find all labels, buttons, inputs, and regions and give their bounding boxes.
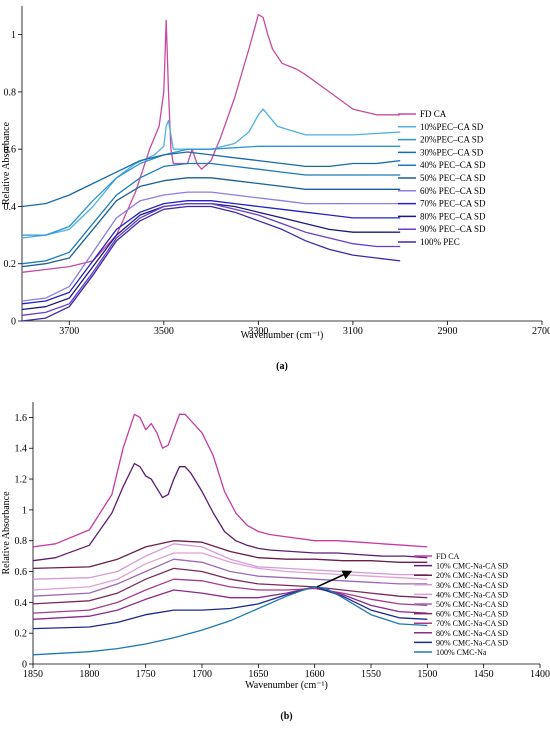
chart-panel-b: 1850 1800 1750 1700 1650 1600 1550 1500 1450 1400… <box>1 402 550 722</box>
series-line <box>32 586 428 620</box>
series-line <box>32 586 428 630</box>
y-tick-label: 0.2 <box>15 629 28 640</box>
legend-entry: 50% CMC-Na-CA SD <box>436 600 508 609</box>
legend-entry: 20% CMC-Na-CA SD <box>436 571 508 580</box>
x-axis-label: Wavenumber (cm⁻¹) <box>245 680 328 691</box>
x-tick-label: 1450 <box>474 669 494 680</box>
chart-panel-a: 3700 3500 3300 3100 2900 2700 0 0.2 0.4 0.6 0.8 1 Wa… <box>1 6 550 372</box>
series-line <box>21 108 401 239</box>
legend-entry: FD CA <box>420 109 447 119</box>
x-tick-label: 1700 <box>192 669 212 680</box>
series-line <box>32 413 428 548</box>
legend-entry: 60% CMC-Na-CA SD <box>436 610 508 619</box>
x-tick-label: 3500 <box>154 326 174 337</box>
legend-entry: FD CA <box>436 552 460 561</box>
legend-entry: 30%PEC–CA SD <box>420 147 484 157</box>
y-axis-label: Relative Absorbance <box>1 121 12 205</box>
y-tick-label: 0.8 <box>15 536 28 547</box>
x-tick-label: 1600 <box>305 669 325 680</box>
y-tick-label: 1 <box>22 505 27 516</box>
y-tick-label: 1.4 <box>15 444 28 455</box>
legend-entry: 90% CMC-Na-CA SD <box>436 638 508 647</box>
legend-entry: 10% CMC-Na-CA SD <box>436 562 508 571</box>
series-line <box>21 191 401 302</box>
series-line <box>21 151 401 208</box>
legend-entry: 20%PEC–CA SD <box>420 135 484 145</box>
x-tick-label: 1800 <box>79 669 99 680</box>
panel-label: (a) <box>276 361 288 372</box>
y-tick-label: 1.6 <box>15 413 28 424</box>
y-tick-label: 0.6 <box>15 567 28 578</box>
x-tick-label: 1750 <box>136 669 156 680</box>
series-line <box>21 13 401 273</box>
y-tick-label: 0.2 <box>4 259 17 270</box>
legend-entry: 40% CMC-Na-CA SD <box>436 590 508 599</box>
x-tick-label: 3100 <box>343 326 363 337</box>
series-line <box>32 462 428 562</box>
series-line <box>32 543 428 580</box>
y-tick-label: 1.2 <box>15 475 28 486</box>
x-tick-label: 3300 <box>248 326 268 337</box>
legend-entry: 30% CMC-Na-CA SD <box>436 581 508 590</box>
legend-entry: 80% CMC-Na-CA SD <box>436 629 508 638</box>
series-line <box>32 552 428 591</box>
x-tick-label: 1400 <box>530 669 550 680</box>
series-line <box>21 177 401 268</box>
series-line <box>32 578 428 614</box>
legend-entry: 90% PEC–CA SD <box>420 224 486 234</box>
y-tick-label: 1 <box>11 30 16 41</box>
series-line <box>21 200 401 305</box>
series-line <box>32 558 428 597</box>
annotation-arrow <box>316 570 353 588</box>
series-line <box>32 540 428 570</box>
panel-label: (b) <box>280 711 292 722</box>
x-tick-label: 1500 <box>417 669 437 680</box>
series-line <box>32 567 428 605</box>
legend-entry: 70% PEC–CA SD <box>420 199 486 209</box>
legend-entry: 40% PEC–CA SD <box>420 160 486 170</box>
x-tick-label: 3700 <box>59 326 79 337</box>
x-tick-label: 1850 <box>23 669 43 680</box>
y-tick-label: 0 <box>11 317 16 328</box>
legend-entry: 10%PEC–CA SD <box>420 122 484 132</box>
legend-entry: 100% CMC-Na <box>436 648 487 657</box>
x-tick-label: 1650 <box>248 669 268 680</box>
x-tick-label: 2700 <box>532 326 550 337</box>
x-tick-label: 2900 <box>437 326 457 337</box>
legend-entry: 80% PEC–CA SD <box>420 211 486 221</box>
y-tick-label: 0.8 <box>4 87 17 98</box>
x-tick-label: 1550 <box>361 669 381 680</box>
legend-entry: 60% PEC–CA SD <box>420 186 486 196</box>
y-axis-label: Relative Absorbance <box>1 491 12 575</box>
x-axis-label: Wavenumber (cm⁻¹) <box>241 330 324 341</box>
legend-entry: 70% CMC-Na-CA SD <box>436 619 508 628</box>
y-tick-label: 0.4 <box>15 598 28 609</box>
y-tick-label: 0.6 <box>4 145 17 156</box>
legend-entry: 100% PEC <box>420 237 460 247</box>
series-line <box>21 202 401 316</box>
legend-entry: 50% PEC–CA SD <box>420 173 486 183</box>
y-tick-label: 0 <box>22 660 27 671</box>
series-line <box>32 586 428 656</box>
series-line <box>21 162 401 265</box>
y-tick-label: 0.4 <box>4 202 17 213</box>
series-line <box>21 205 401 322</box>
